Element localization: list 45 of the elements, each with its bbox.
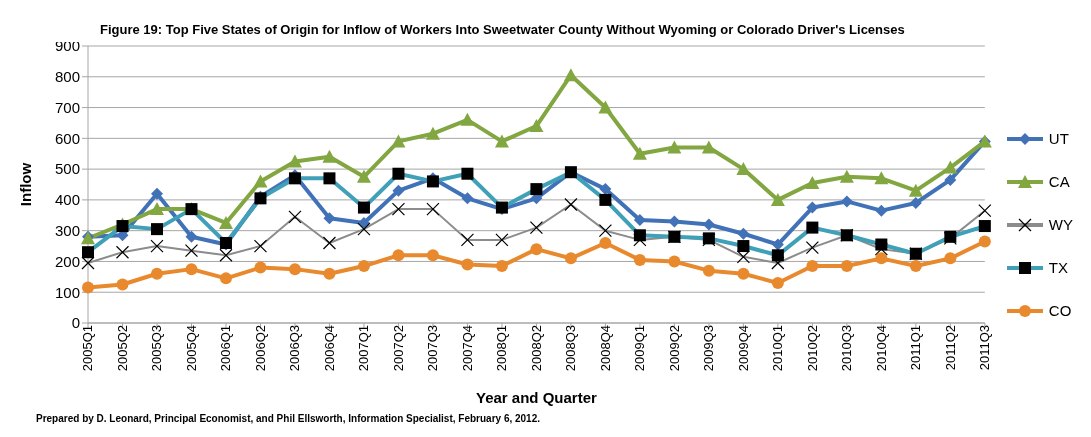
x-tick-label: 2005Q1 [80,325,96,372]
legend-label: TX [1048,259,1068,276]
y-tick-label: 300 [54,221,80,239]
x-axis-title: Year and Quarter [475,389,598,406]
x-tick-label: 2009Q3 [701,325,717,372]
y-tick-label: 700 [54,98,80,116]
x-tick-label: 2010Q2 [804,325,820,372]
x-tick-label: 2009Q2 [666,325,682,372]
x-tick-label: 2005Q2 [114,325,130,372]
y-tick-label: 600 [54,129,80,147]
x-tick-label: 2010Q3 [839,325,855,372]
x-tick-label: 2006Q4 [321,325,337,372]
x-tick-label: 2011Q2 [942,325,958,371]
y-tick-label: 800 [54,68,80,86]
x-tick-label: 2007Q3 [425,325,441,372]
x-tick-label: 2007Q1 [356,325,372,372]
x-tick-label: 2005Q4 [183,325,199,372]
x-tick-label: 2008Q1 [494,325,510,372]
y-tick-label: 200 [54,252,80,270]
chart-title: Figure 19: Top Five States of Origin for Inflow of Workers Into Sweetwater County Without Wyoming or Colorado Driver's Licenses [100,22,905,37]
y-tick-label: 0 [71,314,80,332]
x-tick-label: 2010Q1 [770,325,786,372]
x-tick-label: 2006Q3 [287,325,303,372]
x-tick-label: 2007Q2 [390,325,406,372]
legend-label: CO [1048,302,1072,319]
x-tick-label: 2006Q2 [252,325,268,372]
y-tick-label: 500 [54,160,80,178]
x-tick-label: 2009Q4 [735,325,751,372]
x-tick-label: 2008Q4 [597,325,613,372]
y-tick-label: 400 [54,191,80,209]
y-axis-title: Inflow [17,162,35,207]
x-tick-label: 2008Q3 [563,325,579,372]
x-tick-label: 2010Q4 [873,325,889,372]
x-tick-label: 2007Q4 [459,325,475,372]
x-tick-label: 2008Q2 [528,325,544,372]
text: Prepared by D. Leonard, Principal Economist, and Phil Ellsworth, Information Specialist, February 6, 2012. [35,413,542,424]
x-tick-label: 2011Q1 [908,325,924,371]
legend-label: CA [1048,173,1070,190]
legend-label: UT [1048,130,1069,147]
x-tick-label: 2009Q1 [632,325,648,372]
x-tick-label: 2011Q3 [977,325,993,371]
x-tick-label: 2006Q1 [218,325,234,372]
y-tick-label: 100 [54,283,80,301]
legend-label: WY [1048,216,1073,233]
x-tick-label: 2005Q3 [149,325,165,372]
